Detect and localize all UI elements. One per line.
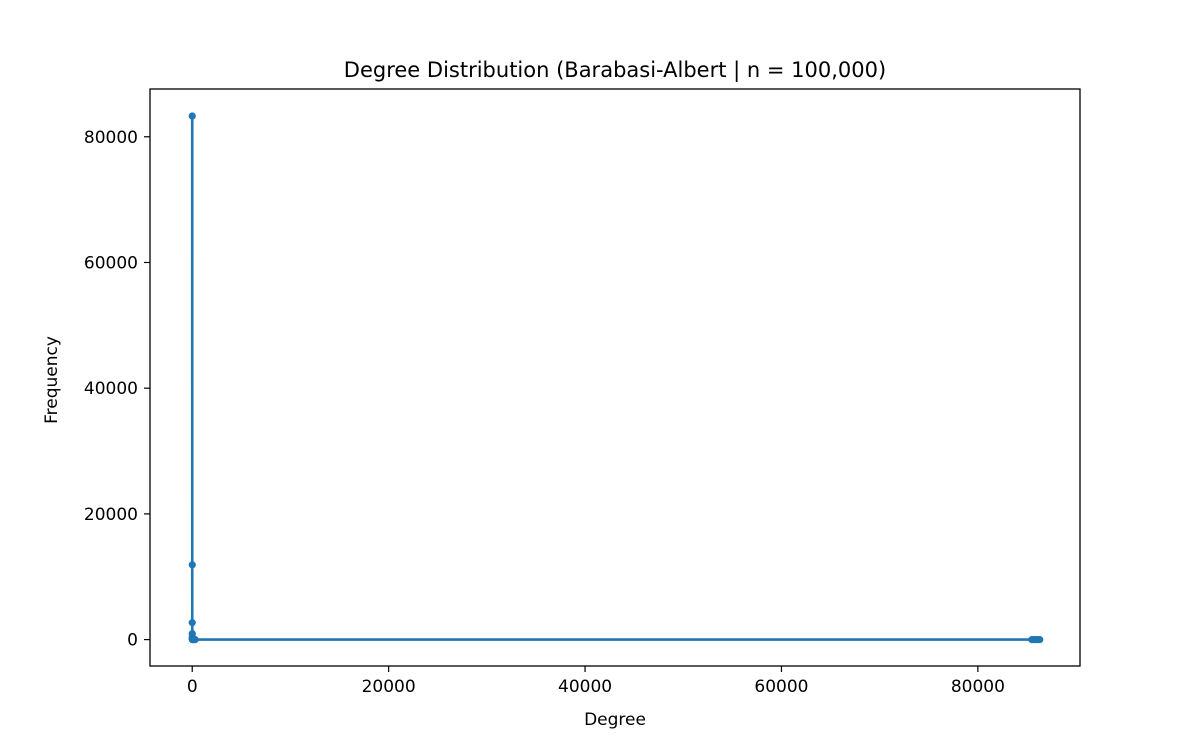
x-tick-label: 80000 bbox=[951, 677, 1005, 697]
y-tick-label: 40000 bbox=[84, 379, 138, 399]
data-point-0 bbox=[188, 112, 196, 120]
data-point-2 bbox=[188, 619, 196, 627]
x-tick-label: 40000 bbox=[558, 677, 612, 697]
y-tick-label: 20000 bbox=[84, 505, 138, 525]
y-tick-label: 0 bbox=[127, 631, 138, 651]
x-axis-label: Degree bbox=[584, 710, 646, 730]
plot-area bbox=[188, 112, 1044, 644]
plot-frame bbox=[149, 88, 1081, 667]
data-point-1 bbox=[188, 561, 196, 569]
x-tick-label: 20000 bbox=[362, 677, 416, 697]
y-tick-label: 80000 bbox=[84, 128, 138, 148]
x-tick-label: 60000 bbox=[754, 677, 808, 697]
x-tick-label: 0 bbox=[187, 677, 198, 697]
axis-ticks: 0 20000 40000 60000 80000 0 20000 40000 60000 800… bbox=[84, 128, 1005, 697]
y-axis-label: Frequency bbox=[42, 336, 62, 424]
chart-title: Degree Distribution (Barabasi-Albert | n… bbox=[344, 58, 886, 83]
y-tick-label: 60000 bbox=[84, 253, 138, 273]
data-point-19 bbox=[1036, 636, 1044, 644]
data-point-14 bbox=[191, 636, 199, 644]
